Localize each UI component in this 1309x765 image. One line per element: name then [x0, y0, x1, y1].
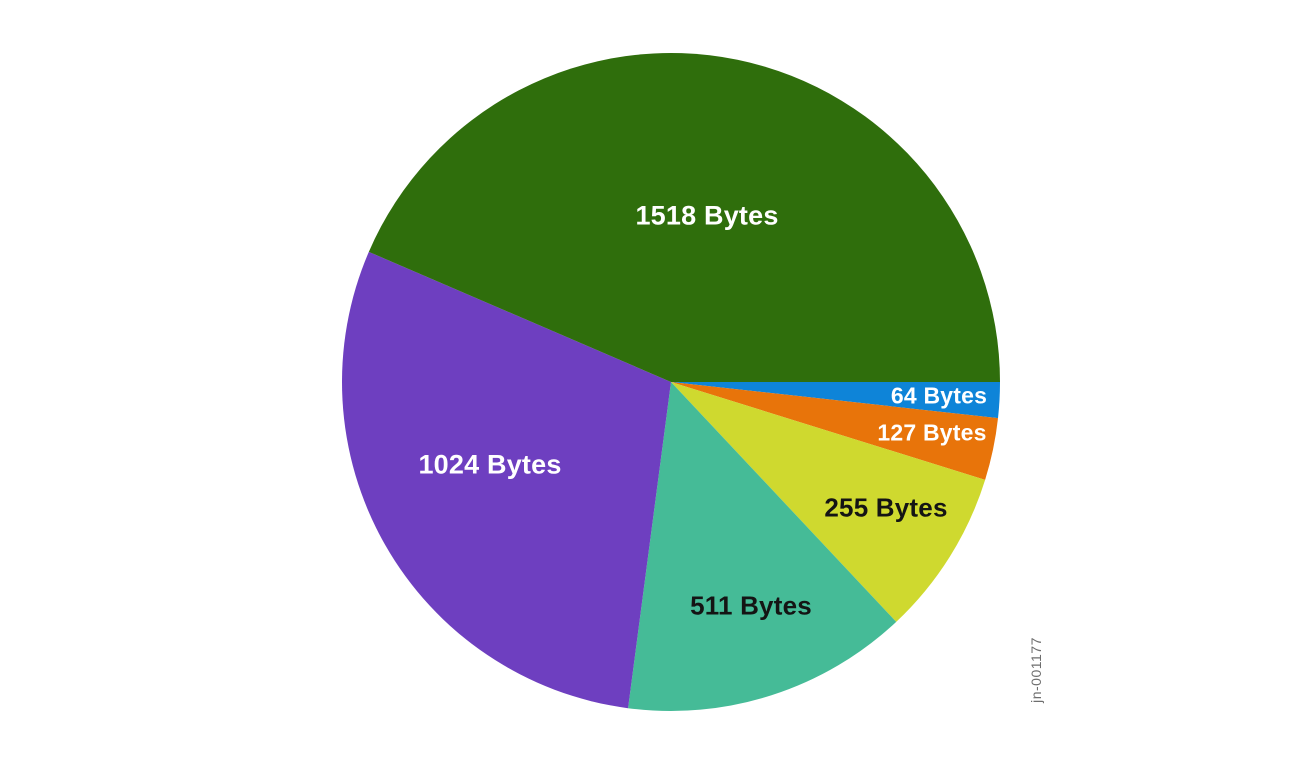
figure-id-watermark: jn-001177: [1028, 637, 1044, 703]
pie-slice-64-bytes: [671, 382, 1000, 419]
pie-slice-1518-bytes: [368, 53, 1001, 382]
pie-slice-1024-bytes: [341, 251, 671, 709]
pie-slice-127-bytes: [671, 382, 999, 480]
pie-slice-511-bytes: [628, 382, 897, 712]
pie-slice-255-bytes: [671, 382, 986, 622]
